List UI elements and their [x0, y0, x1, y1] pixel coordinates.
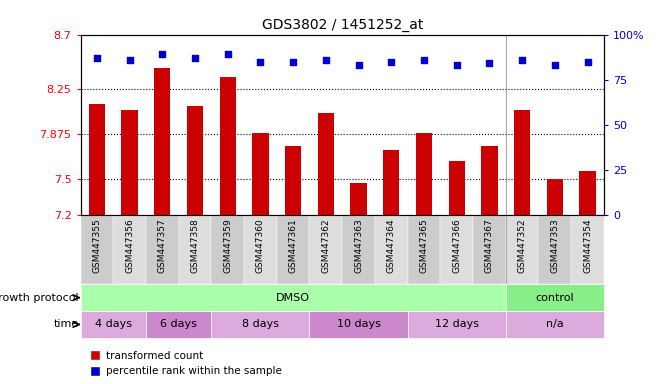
- Text: GSM447354: GSM447354: [583, 218, 592, 273]
- Text: GSM447361: GSM447361: [289, 218, 298, 273]
- Bar: [383, 150, 399, 215]
- Bar: [89, 104, 105, 215]
- Bar: [506, 215, 538, 284]
- Text: GSM447353: GSM447353: [550, 218, 560, 273]
- Bar: [146, 311, 211, 338]
- Text: control: control: [535, 293, 574, 303]
- Point: [288, 59, 299, 65]
- Text: 4 days: 4 days: [95, 319, 132, 329]
- Bar: [178, 215, 211, 284]
- Point: [484, 60, 495, 66]
- Bar: [473, 215, 506, 284]
- Bar: [506, 311, 604, 338]
- Text: growth protocol: growth protocol: [0, 293, 79, 303]
- Bar: [81, 311, 146, 338]
- Bar: [514, 110, 530, 215]
- Text: GSM447356: GSM447356: [125, 218, 134, 273]
- Text: 12 days: 12 days: [435, 319, 478, 329]
- Point: [353, 62, 364, 68]
- Point: [222, 51, 233, 58]
- Bar: [113, 215, 146, 284]
- Bar: [440, 215, 473, 284]
- Text: 10 days: 10 days: [337, 319, 380, 329]
- Text: n/a: n/a: [546, 319, 564, 329]
- Bar: [244, 215, 277, 284]
- Bar: [154, 68, 170, 215]
- Point: [255, 59, 266, 65]
- Bar: [81, 284, 506, 311]
- Bar: [342, 215, 375, 284]
- Bar: [252, 133, 268, 215]
- Bar: [571, 215, 604, 284]
- Point: [517, 57, 527, 63]
- Text: DMSO: DMSO: [276, 293, 310, 303]
- Bar: [408, 215, 440, 284]
- Text: GSM447355: GSM447355: [93, 218, 101, 273]
- Text: GSM447357: GSM447357: [158, 218, 167, 273]
- Point: [124, 57, 135, 63]
- Bar: [219, 77, 236, 215]
- Point: [582, 59, 593, 65]
- Point: [157, 51, 168, 58]
- Text: time: time: [54, 319, 79, 329]
- Bar: [277, 215, 309, 284]
- Text: GSM447362: GSM447362: [321, 218, 330, 273]
- Legend: transformed count, percentile rank within the sample: transformed count, percentile rank withi…: [86, 347, 286, 381]
- Bar: [309, 311, 407, 338]
- Bar: [187, 106, 203, 215]
- Bar: [506, 284, 604, 311]
- Bar: [285, 146, 301, 215]
- Bar: [309, 215, 342, 284]
- Point: [386, 59, 397, 65]
- Text: GSM447365: GSM447365: [419, 218, 429, 273]
- Title: GDS3802 / 1451252_at: GDS3802 / 1451252_at: [262, 18, 423, 32]
- Text: GSM447367: GSM447367: [485, 218, 494, 273]
- Text: GSM447364: GSM447364: [386, 218, 396, 273]
- Text: 8 days: 8 days: [242, 319, 279, 329]
- Bar: [375, 215, 408, 284]
- Bar: [211, 215, 244, 284]
- Text: GSM447366: GSM447366: [452, 218, 461, 273]
- Text: 6 days: 6 days: [160, 319, 197, 329]
- Text: GSM447358: GSM447358: [191, 218, 199, 273]
- Point: [550, 62, 560, 68]
- Point: [190, 55, 201, 61]
- Bar: [317, 113, 334, 215]
- Bar: [448, 161, 465, 215]
- Bar: [547, 179, 563, 215]
- Text: GSM447352: GSM447352: [517, 218, 527, 273]
- Bar: [579, 170, 596, 215]
- Point: [452, 62, 462, 68]
- Text: GSM447359: GSM447359: [223, 218, 232, 273]
- Bar: [350, 182, 367, 215]
- Text: GSM447363: GSM447363: [354, 218, 363, 273]
- Bar: [416, 133, 432, 215]
- Bar: [121, 110, 138, 215]
- Text: GSM447360: GSM447360: [256, 218, 265, 273]
- Bar: [481, 146, 498, 215]
- Point: [321, 57, 331, 63]
- Point: [91, 55, 102, 61]
- Bar: [81, 215, 113, 284]
- Point: [419, 57, 429, 63]
- Bar: [211, 311, 309, 338]
- Bar: [538, 215, 571, 284]
- Bar: [146, 215, 178, 284]
- Bar: [408, 311, 506, 338]
